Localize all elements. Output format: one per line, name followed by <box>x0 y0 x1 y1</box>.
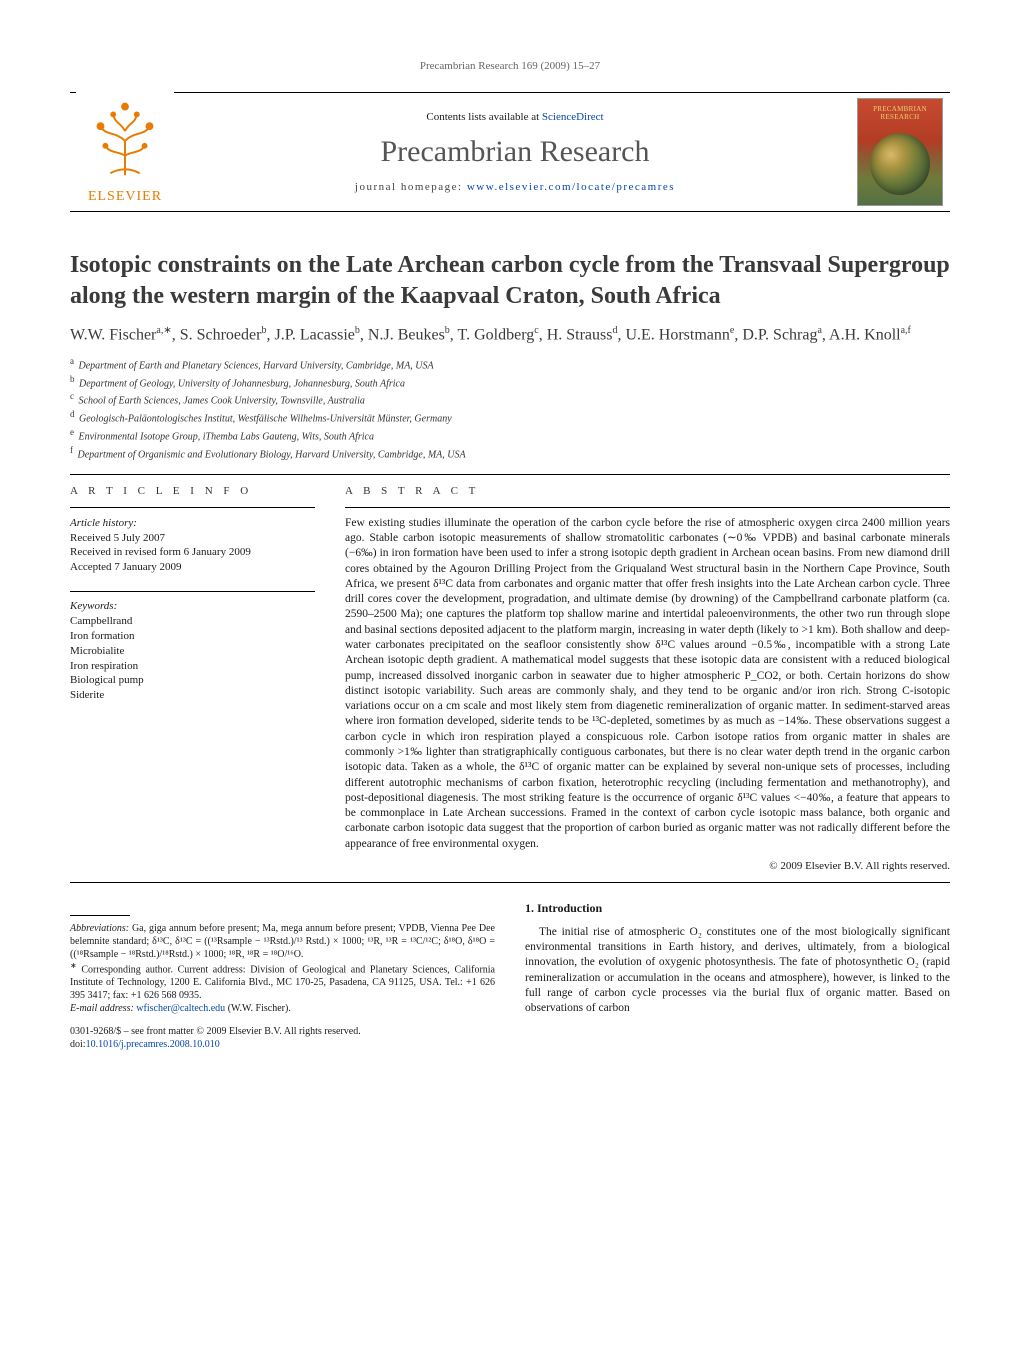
history-received: Received 5 July 2007 <box>70 531 315 546</box>
sd-prefix: Contents lists available at <box>426 111 541 123</box>
article-info-column: A R T I C L E I N F O Article history: R… <box>70 485 315 872</box>
keywords-list: CampbellrandIron formationMicrobialiteIr… <box>70 614 315 703</box>
introduction-column: 1. Introduction The initial rise of atmo… <box>525 901 950 1051</box>
article-history: Article history: Received 5 July 2007 Re… <box>70 516 315 575</box>
footer-copyright: 0301-9268/$ – see front matter © 2009 El… <box>70 1025 495 1038</box>
email-link[interactable]: wfischer@caltech.edu <box>136 1003 225 1014</box>
footnote-column: Abbreviations: Ga, giga annum before pre… <box>70 901 495 1051</box>
author-list: W.W. Fischera,∗, S. Schroederb, J.P. Lac… <box>70 325 950 344</box>
email-label: E-mail address: <box>70 1003 136 1014</box>
rule-top <box>70 474 950 475</box>
abstract-copyright: © 2009 Elsevier B.V. All rights reserved… <box>345 860 950 872</box>
homepage-prefix: journal homepage: <box>355 181 467 193</box>
email-suffix: (W.W. Fischer). <box>225 1003 291 1014</box>
running-head: Precambrian Research 169 (2009) 15–27 <box>70 60 950 72</box>
email-block: E-mail address: wfischer@caltech.edu (W.… <box>70 1002 495 1015</box>
publisher-name: ELSEVIER <box>76 189 174 205</box>
homepage-line: journal homepage: www.elsevier.com/locat… <box>355 181 675 193</box>
page-footer: 0301-9268/$ – see front matter © 2009 El… <box>70 1025 495 1051</box>
article-info-head: A R T I C L E I N F O <box>70 485 315 497</box>
rule-ai <box>70 507 315 508</box>
intro-heading: 1. Introduction <box>525 901 950 917</box>
corr-star: ∗ <box>70 961 77 970</box>
publisher-logo-block: ELSEVIER <box>70 93 180 211</box>
article-title: Isotopic constraints on the Late Archean… <box>70 250 950 311</box>
homepage-link[interactable]: www.elsevier.com/locate/precamres <box>467 181 675 193</box>
rule-bottom <box>70 882 950 883</box>
corr-text: Corresponding author. Current address: D… <box>70 964 495 1001</box>
abbreviations-block: Abbreviations: Ga, giga annum before pre… <box>70 922 495 961</box>
corresponding-author-block: ∗ Corresponding author. Current address:… <box>70 961 495 1002</box>
abstract-head: A B S T R A C T <box>345 485 950 497</box>
journal-banner: ELSEVIER Contents lists available at Sci… <box>70 92 950 212</box>
keywords-label: Keywords: <box>70 600 315 612</box>
rule-kw <box>70 591 315 592</box>
elsevier-tree-icon <box>76 87 174 185</box>
sciencedirect-line: Contents lists available at ScienceDirec… <box>426 111 603 123</box>
journal-name: Precambrian Research <box>380 135 649 169</box>
doi-link[interactable]: 10.1016/j.precamres.2008.10.010 <box>86 1039 220 1050</box>
abbrev-label: Abbreviations: <box>70 923 129 934</box>
history-accepted: Accepted 7 January 2009 <box>70 560 315 575</box>
banner-center: Contents lists available at ScienceDirec… <box>180 93 850 211</box>
abbrev-text: Ga, giga annum before present; Ma, mega … <box>70 923 495 960</box>
doi-prefix: doi: <box>70 1039 86 1050</box>
affiliation-list: a Department of Earth and Planetary Scie… <box>70 355 950 462</box>
rule-abs <box>345 507 950 508</box>
abstract-column: A B S T R A C T Few existing studies ill… <box>345 485 950 872</box>
history-label: Article history: <box>70 516 315 531</box>
history-revised: Received in revised form 6 January 2009 <box>70 545 315 560</box>
footnote-rule <box>70 915 130 916</box>
journal-cover-thumb: PRECAMBRIAN RESEARCH <box>857 98 943 206</box>
sciencedirect-link[interactable]: ScienceDirect <box>542 111 604 123</box>
intro-paragraph-1: The initial rise of atmospheric O₂ const… <box>525 925 950 1017</box>
banner-right: PRECAMBRIAN RESEARCH <box>850 93 950 211</box>
abstract-text: Few existing studies illuminate the oper… <box>345 516 950 852</box>
